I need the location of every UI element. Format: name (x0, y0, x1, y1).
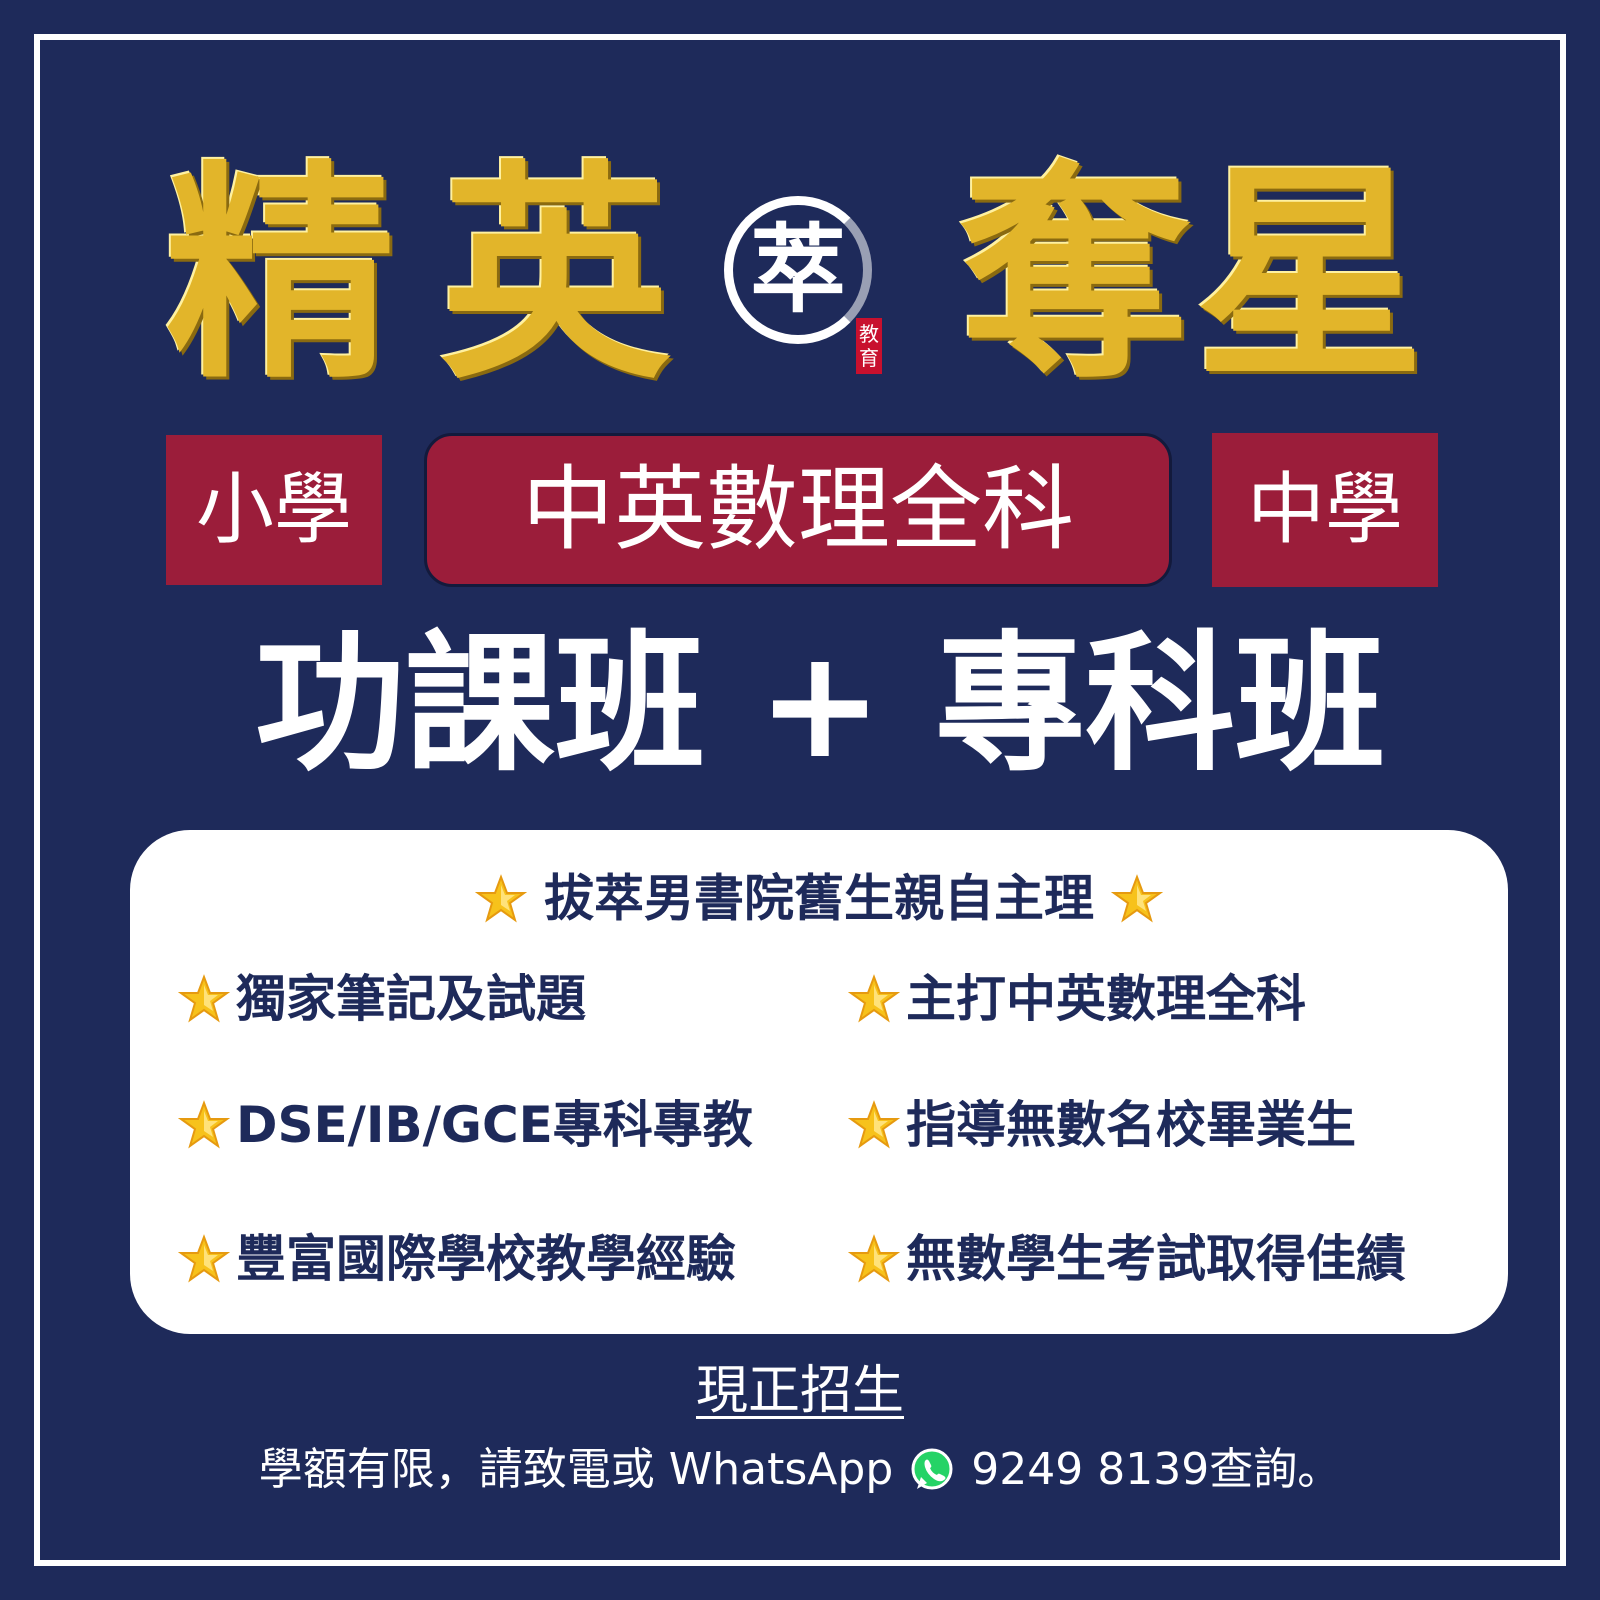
star-icon (475, 873, 527, 925)
star-icon (178, 1099, 230, 1151)
logo-stamp-bottom: 育 (859, 346, 879, 370)
feature-item: 無數學生考試取得佳績 (848, 1220, 1406, 1294)
contact-prefix: 學額有限，請致電或 WhatsApp (258, 1444, 894, 1495)
star-icon (848, 973, 900, 1025)
white-border-frame (34, 34, 1566, 1566)
enrollment-text: 現正招生 (695, 1361, 904, 1421)
feature-item: 主打中英數理全科 (848, 960, 1306, 1034)
title-char-2: 英 (439, 140, 670, 410)
feature-text: 獨家筆記及試題 (236, 969, 586, 1028)
star-icon (848, 1233, 900, 1285)
brand-logo: 萃 教 育 (720, 190, 900, 380)
feature-item: 豐富國際學校教學經驗 (178, 1220, 736, 1294)
title-char-3: 奪 (959, 140, 1190, 410)
headline: 功課班 + 專科班 (254, 618, 1386, 792)
enrollment-notice: 現正招生 (0, 1356, 1600, 1426)
secondary-school-badge: 中學 (1212, 433, 1438, 587)
contact-line: 學額有限，請致電或 WhatsApp 9249 8139查詢。 (0, 1436, 1600, 1502)
feature-text: 指導無數名校畢業生 (906, 1095, 1356, 1154)
subjects-badge: 中英數理全科 (424, 433, 1172, 587)
logo-stamp-top: 教 (859, 322, 879, 346)
title-char-4: 星 (1194, 140, 1425, 410)
panel-header-text: 拔萃男書院舊生親自主理 (544, 869, 1094, 928)
feature-item: 指導無數名校畢業生 (848, 1086, 1356, 1160)
feature-text: 主打中英數理全科 (906, 969, 1306, 1028)
panel-header: 拔萃男書院舊生親自主理 (130, 860, 1508, 934)
star-icon (178, 973, 230, 1025)
primary-school-badge: 小學 (166, 435, 382, 585)
logo-stamp: 教 育 (856, 318, 882, 374)
star-icon (1111, 873, 1163, 925)
title-char-1: 精 (164, 140, 395, 410)
logo-char: 萃 (750, 213, 846, 326)
feature-text: 豐富國際學校教學經驗 (236, 1229, 736, 1288)
feature-text: DSE/IB/GCE專科專教 (236, 1095, 753, 1154)
whatsapp-icon (911, 1448, 953, 1490)
feature-item: 獨家筆記及試題 (178, 960, 586, 1034)
star-icon (178, 1233, 230, 1285)
feature-text: 無數學生考試取得佳績 (906, 1229, 1406, 1288)
star-icon (848, 1099, 900, 1151)
contact-suffix: 9249 8139查詢。 (971, 1444, 1342, 1495)
feature-item: DSE/IB/GCE專科專教 (178, 1086, 753, 1160)
features-panel: 拔萃男書院舊生親自主理 獨家筆記及試題 主打中英數理全科 DSE/IB/GCE專… (130, 830, 1508, 1334)
logo-ring (724, 196, 872, 344)
